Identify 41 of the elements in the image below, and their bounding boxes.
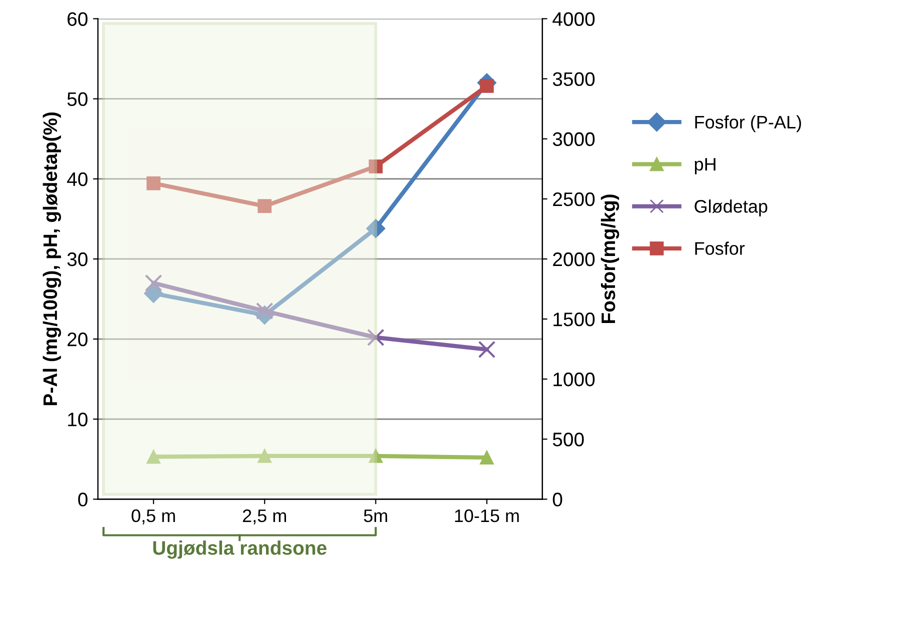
- point: [368, 449, 383, 463]
- y-tick-label: 20: [68, 332, 88, 346]
- x-tick-label: 10-15 m: [455, 509, 519, 522]
- x-tick-label: 0,5 m: [132, 509, 175, 524]
- y-tick-label: 0: [78, 492, 88, 506]
- y2-tick-label: 3500: [552, 72, 595, 86]
- point: [367, 328, 384, 346]
- point: [478, 340, 496, 358]
- point: [366, 218, 386, 238]
- point: [368, 160, 383, 174]
- point: [146, 176, 160, 190]
- y2-tick-label: 2000: [553, 252, 595, 266]
- legend-label: Fosfor: [695, 242, 745, 255]
- y2-tick-label: 3000: [552, 132, 595, 146]
- y2-tick-label: 4000: [552, 12, 595, 26]
- y2-axis-title: Fosfor(mg/kg): [600, 194, 620, 324]
- point: [258, 199, 272, 214]
- y2-tick-label: 500: [552, 432, 584, 446]
- y2-tick-label: 1500: [554, 312, 595, 326]
- x-tick-label: 5m: [364, 510, 388, 522]
- band-label: Ugjødsla randsone: [153, 540, 326, 559]
- point: [258, 449, 272, 463]
- point: [480, 79, 494, 93]
- point: [144, 274, 162, 292]
- legend-label: Fosfor (P-AL): [695, 115, 802, 132]
- y-tick-label: 50: [67, 92, 88, 106]
- point: [256, 302, 274, 320]
- y-tick-label: 60: [68, 12, 88, 26]
- point: [480, 450, 494, 465]
- x-tick-label: 2,5 m: [242, 509, 286, 524]
- point: [144, 284, 164, 303]
- y-tick-label: 10: [68, 412, 88, 426]
- y-tick-label: 40: [67, 172, 88, 186]
- y-axis-title: P-Al (mg/100g), pH, glødetap(%): [42, 112, 62, 406]
- y2-tick-label: 1000: [554, 372, 595, 386]
- point: [146, 450, 160, 464]
- y-tick-label: 30: [67, 252, 88, 266]
- legend-label: pH: [694, 158, 716, 174]
- legend-label: Glødetap: [694, 200, 768, 216]
- y2-tick-label: 2500: [553, 192, 595, 206]
- y2-tick-label: 0: [552, 492, 562, 506]
